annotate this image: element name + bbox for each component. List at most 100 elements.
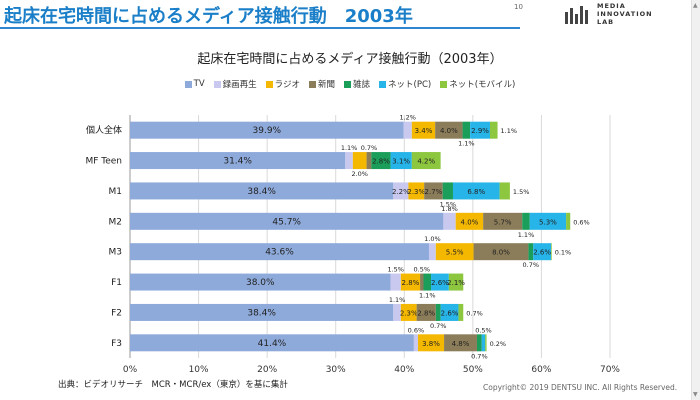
data-label: 0.7% [466, 309, 483, 317]
data-label: 0.5% [475, 326, 492, 334]
x-tick-label: 10% [189, 365, 209, 375]
bar-segment [390, 273, 401, 291]
page-number: 10 [514, 3, 523, 11]
data-label: 5.5% [446, 249, 464, 257]
legend-label: 雑誌 [353, 80, 371, 90]
x-tick-label: 0% [123, 365, 138, 375]
data-label: 0.7% [361, 144, 378, 152]
bar-segment [483, 212, 523, 230]
bar-segment [428, 243, 436, 261]
bar-segment [481, 334, 486, 352]
category-label: MF Teen [85, 157, 122, 167]
legend-swatch [344, 80, 352, 88]
data-label: 4.0% [461, 218, 479, 226]
data-label: 1.5% [440, 200, 457, 208]
chart-title: 起床在宅時間に占めるメディア接触行動（2003年） [197, 52, 503, 67]
data-label: 1.5% [513, 188, 530, 196]
bar-segment [371, 152, 391, 170]
data-label: 2.2% [392, 188, 410, 196]
bar-segment [473, 243, 529, 261]
bar-segment [490, 121, 498, 139]
data-label: 8.0% [492, 249, 510, 257]
x-tick-label: 20% [257, 365, 277, 375]
bar-segment [551, 243, 552, 261]
scroll-up-icon[interactable]: ▲ [693, 2, 698, 9]
bar-segment [413, 334, 418, 352]
data-label: 2.8% [372, 158, 390, 166]
legend-item: TV [184, 78, 205, 90]
bar-segment [408, 182, 425, 200]
vertical-scrollbar[interactable]: ▲ ▼ [691, 0, 700, 400]
logo-line-2: INNOVATION [597, 10, 653, 18]
x-tick-label: 60% [531, 365, 551, 375]
data-label: 1.5% [387, 266, 404, 274]
data-label: 0.6% [408, 326, 425, 334]
category-label: F3 [111, 339, 122, 349]
scroll-down-icon[interactable]: ▼ [693, 391, 698, 398]
bar-segment [462, 121, 471, 139]
bar-segment [411, 152, 441, 170]
data-label: 2.9% [471, 127, 489, 135]
legend-label: 録画再生 [222, 80, 257, 90]
bar-segment [522, 212, 530, 230]
bar-segment [470, 121, 490, 139]
data-label: 1.1% [419, 292, 436, 300]
copyright: Copyright© 2019 DENTSU INC. All Rights R… [483, 383, 678, 392]
bar-segment [130, 212, 444, 230]
legend-swatch [265, 80, 273, 88]
data-label: 0.7% [430, 322, 447, 330]
data-label: 38.4% [247, 187, 276, 197]
category-label: M1 [109, 187, 123, 197]
data-label: 4.0% [440, 127, 458, 135]
chart-legend: TV 録画再生 ラジオ 新聞 雑誌 ネット(PC) ネット(モバイル) [0, 78, 700, 90]
data-label: 0.5% [414, 266, 431, 274]
bar-segment [566, 212, 571, 230]
bar-segment [431, 273, 449, 291]
slide-title: 起床在宅時間に占めるメディア接触行動 2003年 [4, 6, 413, 27]
bar-segment [420, 273, 424, 291]
bar-segment [424, 182, 443, 200]
bar-segment [440, 303, 459, 321]
category-label: M2 [109, 217, 123, 227]
x-tick-label: 40% [394, 365, 414, 375]
data-label: 45.7% [272, 217, 301, 227]
data-label: 0.7% [471, 352, 488, 360]
bar-segment [448, 273, 464, 291]
bar-segment [366, 152, 372, 170]
data-label: 2.8% [402, 279, 420, 287]
legend-label: ネット(モバイル) [449, 80, 516, 90]
bar-segment [418, 334, 445, 352]
bar-segment [444, 334, 477, 352]
category-label: 個人全体 [86, 124, 122, 136]
logo-text: MEDIA INNOVATION LAB [597, 2, 653, 26]
data-label: 1.1% [501, 127, 518, 135]
legend-swatch [184, 80, 192, 88]
data-label: 4.2% [417, 158, 435, 166]
bar-segment [533, 243, 552, 261]
x-tick-label: 70% [600, 365, 620, 375]
x-tick-label: 30% [326, 365, 346, 375]
bar-segment [442, 182, 453, 200]
x-tick-label: 50% [463, 365, 483, 375]
data-label: 1.1% [458, 140, 475, 148]
logo-line-3: LAB [597, 18, 615, 26]
legend-swatch [213, 80, 221, 88]
bar-segment [499, 182, 510, 200]
bar-segment [130, 152, 346, 170]
data-label: 43.6% [265, 248, 294, 258]
source-note: 出典：ビデオリサーチ MCR・MCR/ex（東京）を基に集計 [58, 380, 288, 390]
bar-segment [345, 152, 353, 170]
header-rule [0, 27, 520, 29]
data-label: 2.0% [351, 170, 368, 178]
legend-swatch [379, 80, 387, 88]
bar-segment [393, 182, 409, 200]
data-label: 38.4% [247, 308, 276, 318]
legend-item: 新聞 [309, 78, 335, 90]
legend-swatch [440, 80, 448, 88]
legend-label: ラジオ [274, 80, 300, 90]
category-label: M3 [109, 248, 123, 258]
data-label: 5.3% [539, 218, 557, 226]
data-label: 2.1% [447, 279, 465, 287]
bar-segment [435, 303, 441, 321]
